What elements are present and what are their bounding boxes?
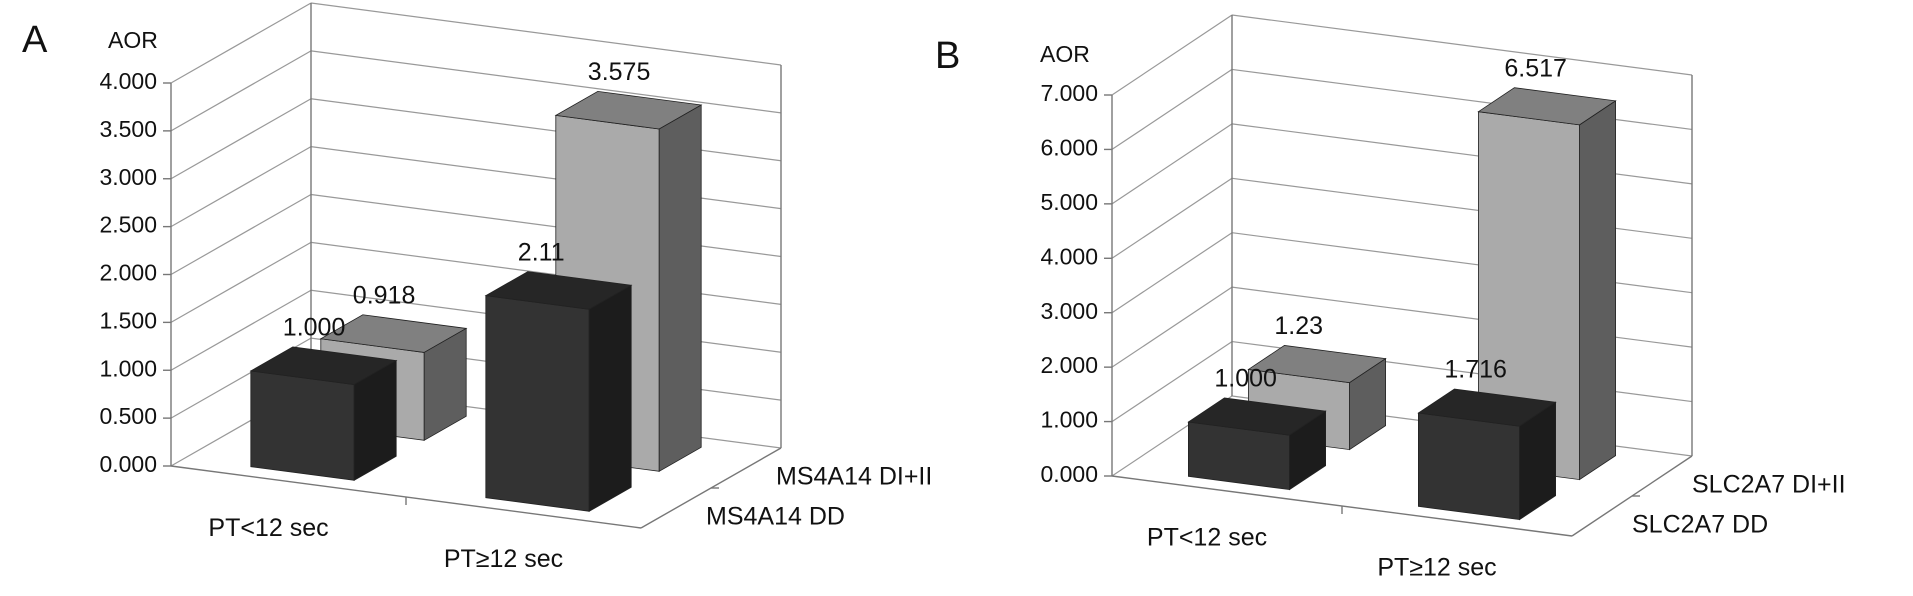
grid-line bbox=[310, 2, 782, 66]
grid-line bbox=[170, 98, 312, 180]
y-tick-label: 1.000 bbox=[99, 355, 157, 381]
y-tick-label: 2.000 bbox=[99, 260, 157, 286]
grid-line bbox=[170, 146, 312, 228]
data-label: 1.23 bbox=[1274, 312, 1323, 340]
bar bbox=[1417, 388, 1557, 521]
legend-label: SLC2A7 DI+II bbox=[1692, 471, 1846, 499]
y-tick-label: 1.500 bbox=[99, 307, 157, 333]
x-tick-label: PT<12 sec bbox=[1147, 524, 1267, 552]
grid-line bbox=[310, 146, 782, 210]
grid-line bbox=[1231, 68, 1693, 131]
y-axis-label: AOR bbox=[1040, 41, 1090, 67]
data-label: 1.000 bbox=[283, 314, 346, 342]
bar-side bbox=[658, 104, 702, 473]
panel-label: B bbox=[935, 35, 960, 77]
grid-line bbox=[310, 98, 782, 162]
chart: B AOR 0.000 1.000 2.000 3.000 4.000 5.000 6.000 7… bbox=[935, 14, 1846, 582]
grid-line bbox=[170, 50, 312, 132]
grid-line bbox=[1111, 341, 1233, 423]
bar-side bbox=[1519, 401, 1556, 521]
y-tick-label: 0.000 bbox=[1040, 461, 1098, 487]
data-label: 6.517 bbox=[1504, 54, 1567, 82]
grid-line bbox=[170, 241, 312, 323]
legend-label: MS4A14 DI+II bbox=[776, 463, 932, 491]
y-tick-label: 3.000 bbox=[1040, 298, 1098, 324]
data-label: 1.000 bbox=[1214, 365, 1277, 393]
grid-line bbox=[1111, 123, 1233, 205]
grid-line bbox=[1111, 286, 1233, 368]
y-tick-label: 0.500 bbox=[99, 403, 157, 429]
legend-label: SLC2A7 DD bbox=[1632, 511, 1768, 539]
y-tick-label: 2.000 bbox=[1040, 352, 1098, 378]
bar-front bbox=[250, 370, 355, 481]
y-axis-label: AOR bbox=[108, 27, 158, 53]
y-tick-label: 5.000 bbox=[1040, 189, 1098, 215]
grid-line bbox=[310, 50, 782, 114]
bar-front bbox=[485, 295, 590, 512]
y-tick-label: 6.000 bbox=[1040, 135, 1098, 161]
bar-side bbox=[423, 327, 467, 442]
y-tick-label: 1.000 bbox=[1040, 407, 1098, 433]
grid-line bbox=[170, 289, 312, 371]
chart: A AOR 0.000 0.500 1.000 1.500 2.000 2.500 3.000 3… bbox=[22, 2, 932, 573]
legend-label: MS4A14 DD bbox=[706, 503, 845, 531]
bar bbox=[249, 346, 398, 482]
grid-line bbox=[310, 193, 782, 258]
data-label: 1.716 bbox=[1444, 356, 1507, 384]
bar bbox=[1187, 397, 1327, 491]
y-tick-label: 3.500 bbox=[99, 116, 157, 142]
x-tick-label: PT<12 sec bbox=[208, 514, 328, 542]
data-label: 0.918 bbox=[353, 281, 416, 309]
grid-line bbox=[310, 241, 782, 305]
bar-side bbox=[353, 359, 397, 482]
bar bbox=[484, 271, 633, 513]
y-tick-label: 7.000 bbox=[1040, 80, 1098, 106]
y-tick-label: 4.000 bbox=[99, 68, 157, 94]
bar-side bbox=[1289, 410, 1326, 491]
x-tick-label: PT≥12 sec bbox=[444, 545, 563, 573]
grid-line bbox=[1231, 14, 1693, 76]
bar-side bbox=[1579, 100, 1616, 481]
data-label: 3.575 bbox=[588, 58, 651, 86]
y-tick-label: 4.000 bbox=[1040, 243, 1098, 269]
grid-line bbox=[1231, 123, 1693, 185]
grid-line bbox=[170, 2, 312, 84]
y-tick-label: 2.500 bbox=[99, 212, 157, 238]
grid-line bbox=[1111, 14, 1233, 96]
grid-line bbox=[1231, 232, 1693, 294]
bar-side bbox=[1349, 357, 1386, 451]
bar bbox=[1477, 87, 1617, 481]
grid-line bbox=[1111, 177, 1233, 259]
y-tick-label: 3.000 bbox=[99, 164, 157, 190]
grid-line bbox=[1231, 177, 1693, 239]
x-tick-label: PT≥12 sec bbox=[1377, 554, 1496, 582]
panel-label: A bbox=[22, 19, 48, 61]
grid-line bbox=[1111, 68, 1233, 150]
grid-line bbox=[1111, 232, 1233, 314]
data-label: 2.11 bbox=[518, 238, 565, 266]
bar-front bbox=[1418, 412, 1520, 521]
y-tick-label: 0.000 bbox=[99, 451, 157, 477]
bar-side bbox=[588, 284, 632, 513]
grid-line bbox=[170, 193, 312, 276]
